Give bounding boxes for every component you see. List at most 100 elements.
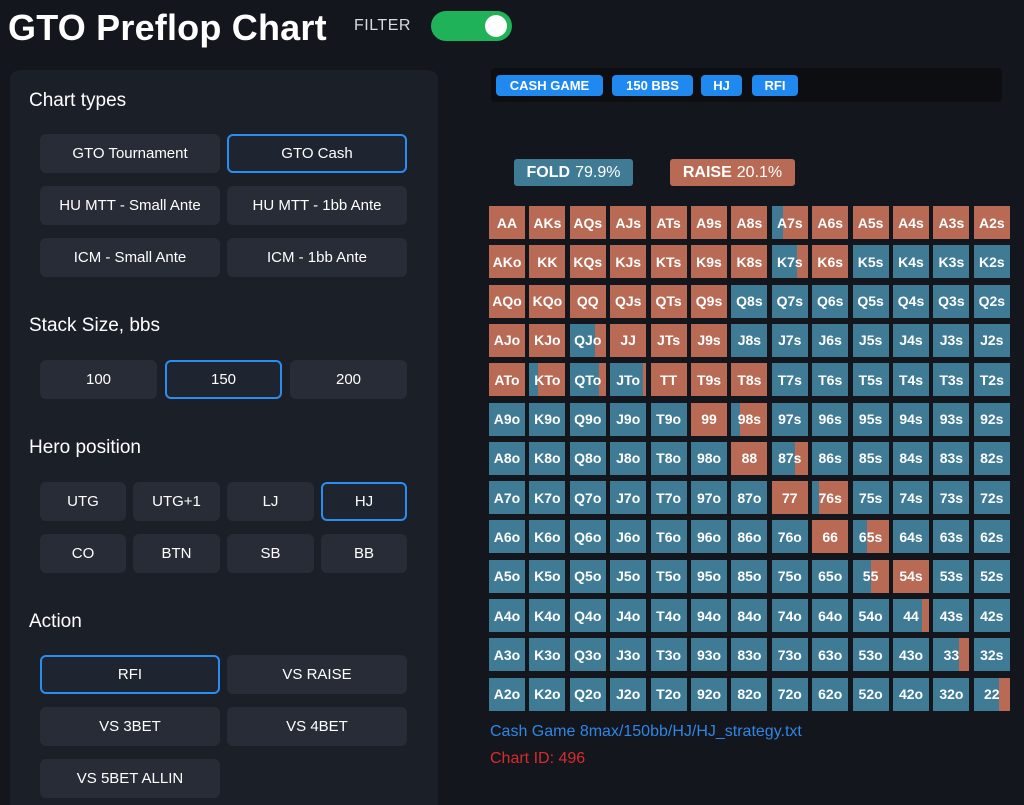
hand-cell-J8s[interactable]: J8s xyxy=(731,323,768,357)
hand-cell-K5o[interactable]: K5o xyxy=(529,559,566,593)
hand-cell-JJ[interactable]: JJ xyxy=(610,323,647,357)
hand-cell-A4s[interactable]: A4s xyxy=(893,206,929,239)
action-rfi[interactable]: RFI xyxy=(40,655,220,694)
hand-cell-87o[interactable]: 87o xyxy=(731,481,768,515)
hand-cell-95o[interactable]: 95o xyxy=(691,559,727,593)
hand-cell-82s[interactable]: 82s xyxy=(973,441,1010,475)
hand-cell-KTs[interactable]: KTs xyxy=(650,245,687,279)
hand-cell-55[interactable]: 55 xyxy=(852,559,889,593)
chart-type-hu-mtt-small-ante[interactable]: HU MTT - Small Ante xyxy=(40,186,220,225)
hand-cell-K7o[interactable]: K7o xyxy=(529,481,566,515)
hand-cell-72o[interactable]: 72o xyxy=(771,677,808,711)
hand-cell-J5s[interactable]: J5s xyxy=(852,323,889,357)
position-hj[interactable]: HJ xyxy=(321,482,407,521)
hand-cell-54s[interactable]: 54s xyxy=(893,559,929,593)
hand-cell-K4o[interactable]: K4o xyxy=(529,599,566,632)
hand-cell-96o[interactable]: 96o xyxy=(691,520,727,554)
hand-cell-Q3o[interactable]: Q3o xyxy=(569,638,606,672)
hand-cell-KQs[interactable]: KQs xyxy=(569,245,606,279)
hand-cell-43o[interactable]: 43o xyxy=(893,638,929,672)
action-vs-5bet-allin[interactable]: VS 5BET ALLIN xyxy=(40,759,220,798)
hand-cell-T7s[interactable]: T7s xyxy=(771,363,808,397)
hand-cell-K8o[interactable]: K8o xyxy=(529,441,566,475)
hand-cell-96s[interactable]: 96s xyxy=(812,402,849,436)
hand-cell-53o[interactable]: 53o xyxy=(852,638,889,672)
hand-cell-A5s[interactable]: A5s xyxy=(852,206,889,239)
hand-cell-T9o[interactable]: T9o xyxy=(650,402,687,436)
hand-cell-ATs[interactable]: ATs xyxy=(650,206,687,239)
hand-cell-T5o[interactable]: T5o xyxy=(650,559,687,593)
hand-cell-T6o[interactable]: T6o xyxy=(650,520,687,554)
hand-cell-A5o[interactable]: A5o xyxy=(489,559,525,593)
hand-cell-QJs[interactable]: QJs xyxy=(610,284,647,318)
hand-cell-A8o[interactable]: A8o xyxy=(489,441,525,475)
hand-cell-QJo[interactable]: QJo xyxy=(569,323,606,357)
hand-cell-KJo[interactable]: KJo xyxy=(529,323,566,357)
hand-cell-K8s[interactable]: K8s xyxy=(731,245,768,279)
hand-cell-Q3s[interactable]: Q3s xyxy=(933,284,970,318)
hand-cell-AKo[interactable]: AKo xyxy=(489,245,525,279)
position-co[interactable]: CO xyxy=(40,534,126,573)
hand-cell-J7o[interactable]: J7o xyxy=(610,481,647,515)
chart-type-gto-cash[interactable]: GTO Cash xyxy=(227,134,407,173)
hand-cell-A3s[interactable]: A3s xyxy=(933,206,970,239)
hand-cell-JTo[interactable]: JTo xyxy=(610,363,647,397)
position-lj[interactable]: LJ xyxy=(227,482,314,521)
hand-cell-QTs[interactable]: QTs xyxy=(650,284,687,318)
hand-cell-Q4o[interactable]: Q4o xyxy=(569,599,606,632)
hand-cell-66[interactable]: 66 xyxy=(812,520,849,554)
hand-cell-JTs[interactable]: JTs xyxy=(650,323,687,357)
hand-cell-98o[interactable]: 98o xyxy=(691,441,727,475)
hand-cell-J9o[interactable]: J9o xyxy=(610,402,647,436)
chart-type-icm-1bb-ante[interactable]: ICM - 1bb Ante xyxy=(227,238,407,277)
hand-cell-T4s[interactable]: T4s xyxy=(893,363,929,397)
hand-cell-J3s[interactable]: J3s xyxy=(933,323,970,357)
hand-cell-AQo[interactable]: AQo xyxy=(489,284,525,318)
hand-cell-33[interactable]: 33 xyxy=(933,638,970,672)
hand-cell-85o[interactable]: 85o xyxy=(731,559,768,593)
hand-cell-98s[interactable]: 98s xyxy=(731,402,768,436)
hand-cell-74s[interactable]: 74s xyxy=(893,481,929,515)
hand-cell-84s[interactable]: 84s xyxy=(893,441,929,475)
hand-cell-A6s[interactable]: A6s xyxy=(812,206,849,239)
hand-cell-75s[interactable]: 75s xyxy=(852,481,889,515)
hand-cell-32s[interactable]: 32s xyxy=(973,638,1010,672)
hand-cell-52s[interactable]: 52s xyxy=(973,559,1010,593)
hand-cell-94o[interactable]: 94o xyxy=(691,599,727,632)
hand-cell-99[interactable]: 99 xyxy=(691,402,727,436)
hand-cell-64s[interactable]: 64s xyxy=(893,520,929,554)
hand-cell-83s[interactable]: 83s xyxy=(933,441,970,475)
hand-cell-54o[interactable]: 54o xyxy=(852,599,889,632)
hand-cell-42o[interactable]: 42o xyxy=(893,677,929,711)
hand-cell-73s[interactable]: 73s xyxy=(933,481,970,515)
hand-cell-A2o[interactable]: A2o xyxy=(489,677,525,711)
hand-cell-Q4s[interactable]: Q4s xyxy=(893,284,929,318)
hand-cell-43s[interactable]: 43s xyxy=(933,599,970,632)
hand-cell-Q9o[interactable]: Q9o xyxy=(569,402,606,436)
hand-cell-J6s[interactable]: J6s xyxy=(812,323,849,357)
hand-cell-T5s[interactable]: T5s xyxy=(852,363,889,397)
hand-cell-76s[interactable]: 76s xyxy=(812,481,849,515)
hand-cell-Q5s[interactable]: Q5s xyxy=(852,284,889,318)
hand-cell-85s[interactable]: 85s xyxy=(852,441,889,475)
hand-cell-42s[interactable]: 42s xyxy=(973,599,1010,632)
position-sb[interactable]: SB xyxy=(227,534,314,573)
hand-cell-72s[interactable]: 72s xyxy=(973,481,1010,515)
hand-cell-T8o[interactable]: T8o xyxy=(650,441,687,475)
hand-cell-83o[interactable]: 83o xyxy=(731,638,768,672)
hand-cell-AKs[interactable]: AKs xyxy=(529,206,566,239)
hand-cell-AQs[interactable]: AQs xyxy=(569,206,606,239)
hand-cell-63o[interactable]: 63o xyxy=(812,638,849,672)
hand-cell-T4o[interactable]: T4o xyxy=(650,599,687,632)
chart-type-hu-mtt-1bb-ante[interactable]: HU MTT - 1bb Ante xyxy=(227,186,407,225)
hand-cell-97o[interactable]: 97o xyxy=(691,481,727,515)
hand-cell-AJo[interactable]: AJo xyxy=(489,323,525,357)
hand-cell-92o[interactable]: 92o xyxy=(691,677,727,711)
hand-cell-A6o[interactable]: A6o xyxy=(489,520,525,554)
hand-cell-KK[interactable]: KK xyxy=(529,245,566,279)
stack-size-200[interactable]: 200 xyxy=(290,360,407,399)
hand-cell-J2s[interactable]: J2s xyxy=(973,323,1010,357)
hand-cell-Q2s[interactable]: Q2s xyxy=(973,284,1010,318)
hand-cell-K3s[interactable]: K3s xyxy=(933,245,970,279)
hand-cell-J4o[interactable]: J4o xyxy=(610,599,647,632)
